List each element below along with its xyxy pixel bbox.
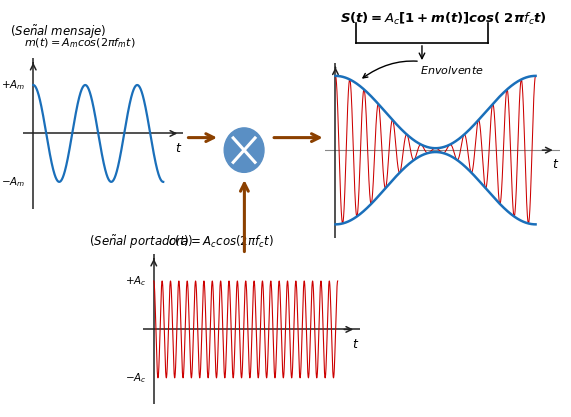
Text: $(\it{Se\~{n}al\ portadora})$: $(\it{Se\~{n}al\ portadora})$: [90, 234, 194, 251]
Text: $t$: $t$: [175, 142, 183, 155]
Text: $\boldsymbol{S(t) = A_c[1+m(t)]cos(\ 2\pi f_c t)}$: $\boldsymbol{S(t) = A_c[1+m(t)]cos(\ 2\p…: [340, 10, 546, 27]
Text: $-A_c$: $-A_c$: [124, 371, 146, 385]
Text: $+A_c$: $+A_c$: [124, 274, 146, 288]
Text: $-A_m$: $-A_m$: [1, 175, 26, 189]
Text: $+A_m$: $+A_m$: [1, 78, 26, 92]
Text: $t$: $t$: [552, 158, 559, 171]
Text: $t$: $t$: [352, 338, 360, 351]
Circle shape: [224, 128, 264, 172]
Text: $\it{Envolvente}$: $\it{Envolvente}$: [363, 61, 483, 78]
Text: $c(t) = A_c cos(2\pi f_c t)$: $c(t) = A_c cos(2\pi f_c t)$: [168, 234, 274, 250]
Text: $(Se\~{n}al\ mensaje)$: $(Se\~{n}al\ mensaje)$: [10, 24, 107, 41]
Text: $m(t) = A_m cos(2\pi f_m t)$: $m(t) = A_m cos(2\pi f_m t)$: [24, 37, 135, 50]
